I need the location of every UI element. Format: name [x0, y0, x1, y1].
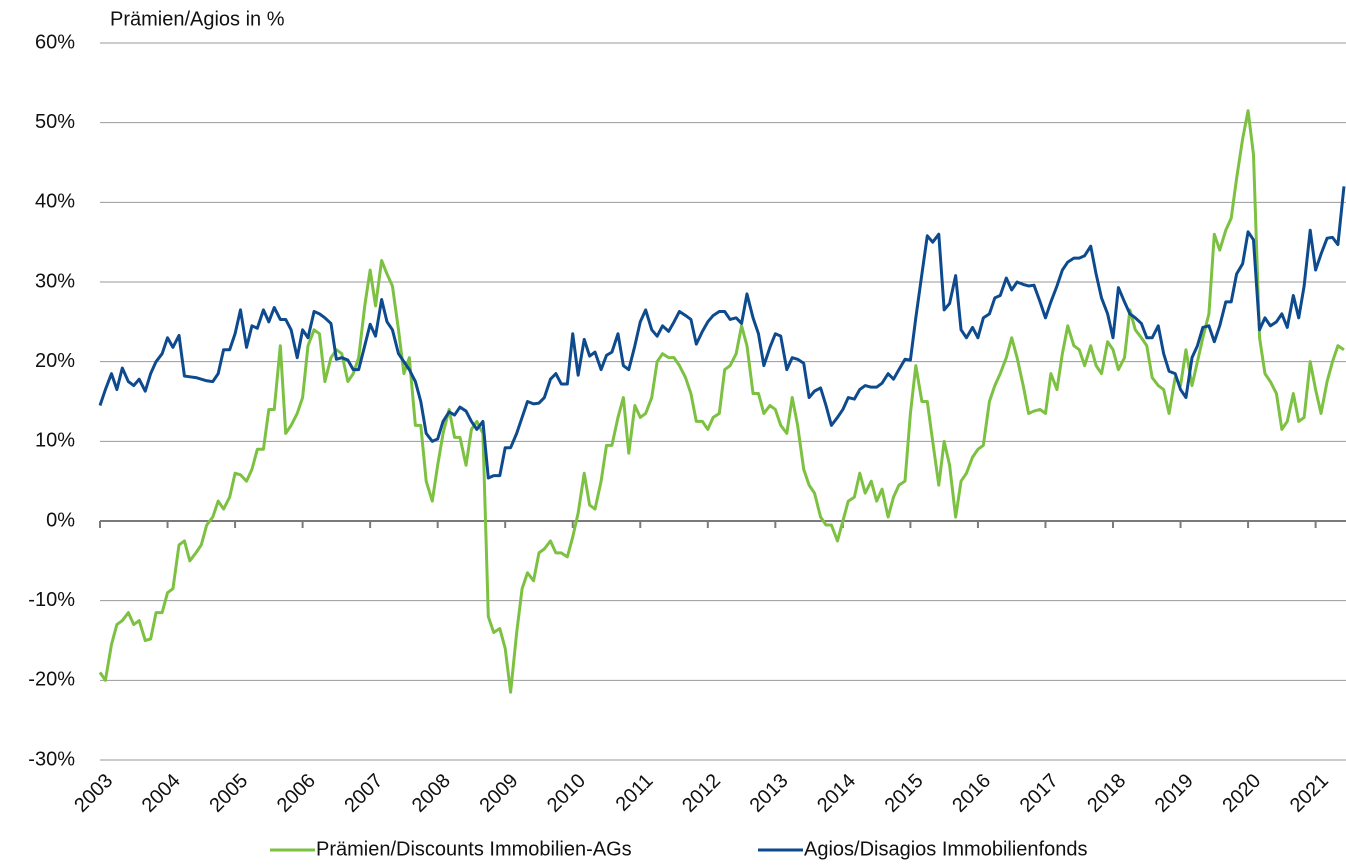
x-tick-label: 2008 [408, 770, 455, 817]
x-tick-label: 2012 [678, 770, 725, 817]
x-tick-label: 2016 [948, 770, 995, 817]
y-tick-label: 60% [35, 31, 75, 53]
x-tick-label: 2009 [475, 770, 522, 817]
x-tick-label: 2006 [273, 770, 320, 817]
legend-label: Prämien/Discounts Immobilien-AGs [316, 838, 632, 860]
x-tick-label: 2005 [205, 770, 252, 817]
legend-label: Agios/Disagios Immobilienfonds [804, 838, 1087, 860]
x-tick-label: 2003 [70, 770, 117, 817]
y-tick-label: -20% [28, 669, 75, 691]
y-tick-label: 0% [46, 509, 75, 531]
y-tick-label: 20% [35, 350, 75, 372]
chart-title: Prämien/Agios in % [110, 8, 285, 30]
x-tick-label: 2019 [1151, 770, 1198, 817]
y-tick-label: 50% [35, 111, 75, 133]
y-tick-label: 30% [35, 270, 75, 292]
x-tick-label: 2018 [1083, 770, 1130, 817]
x-tick-label: 2021 [1286, 770, 1333, 817]
x-tick-label: 2017 [1016, 770, 1063, 817]
x-tick-label: 2013 [746, 770, 793, 817]
series-line [98, 186, 1346, 480]
x-tick-label: 2004 [138, 770, 185, 817]
series-line [98, 109, 1345, 694]
x-tick-label: 2011 [612, 770, 658, 816]
y-tick-label: -10% [28, 589, 75, 611]
y-tick-label: 10% [35, 430, 75, 452]
x-tick-label: 2010 [543, 770, 590, 817]
y-tick-label: 40% [35, 191, 75, 213]
y-tick-label: -30% [28, 748, 75, 770]
x-tick-label: 2007 [340, 770, 387, 817]
x-tick-label: 2014 [813, 770, 860, 817]
x-tick-label: 2020 [1218, 770, 1265, 817]
x-tick-label: 2015 [881, 770, 928, 817]
